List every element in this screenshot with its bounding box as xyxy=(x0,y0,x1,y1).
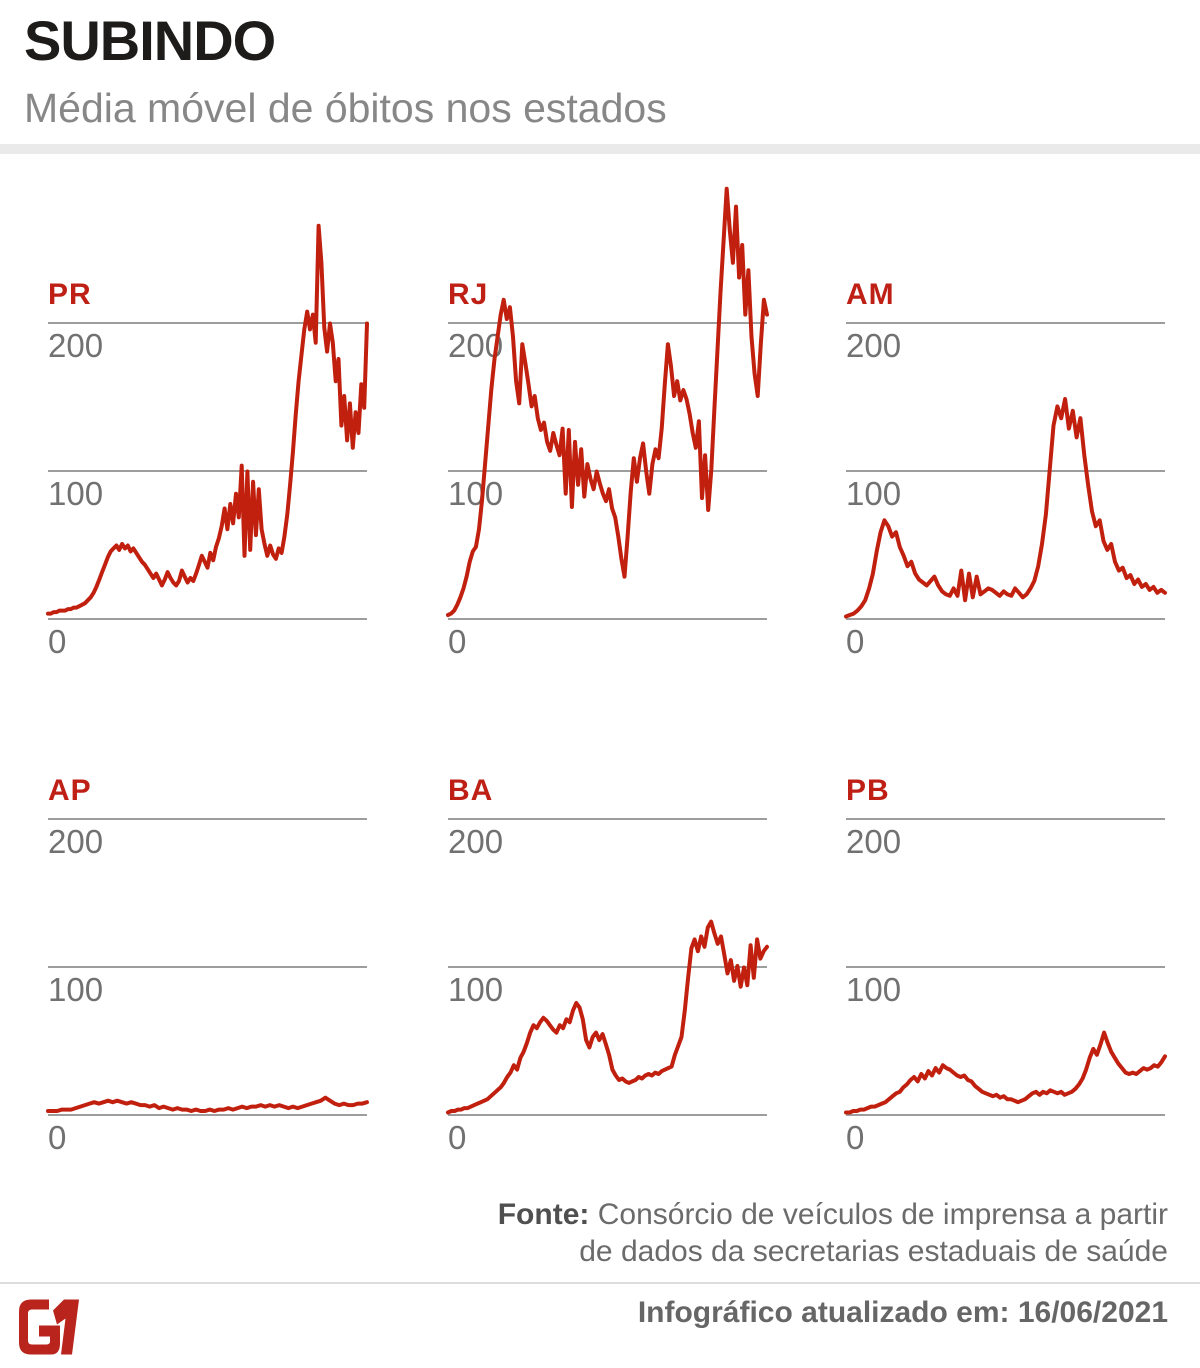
gridline-0 xyxy=(448,618,767,620)
chart-state-label: BA xyxy=(448,774,494,807)
tick-label-200: 200 xyxy=(448,823,504,860)
g1-logo-icon xyxy=(19,1299,79,1355)
series-line xyxy=(446,919,769,1115)
gridline-100 xyxy=(48,470,367,472)
line-plot-rj xyxy=(446,186,769,617)
gridline-200 xyxy=(448,818,767,820)
line-plot-pb xyxy=(844,1030,1167,1115)
tick-label-200: 200 xyxy=(846,327,902,364)
gridline-200 xyxy=(48,818,367,820)
gridline-0 xyxy=(48,1114,367,1116)
tick-label-0: 0 xyxy=(846,623,865,660)
bottom-divider xyxy=(0,1282,1200,1284)
chart-rj: RJ 200 100 0 xyxy=(446,150,769,670)
tick-label-100: 100 xyxy=(48,971,104,1008)
series-line xyxy=(844,1030,1167,1115)
source-line-1: Fonte: Consórcio de veículos de imprensa… xyxy=(498,1196,1168,1233)
line-plot-am xyxy=(844,397,1167,619)
gridline-100 xyxy=(448,470,767,472)
gridline-100 xyxy=(48,966,367,968)
chart-am: AM 200 100 0 xyxy=(844,150,1167,670)
tick-label-0: 0 xyxy=(448,623,467,660)
series-line xyxy=(46,223,369,616)
tick-label-0: 0 xyxy=(846,1119,865,1156)
chart-state-label: PR xyxy=(48,278,92,311)
gridline-100 xyxy=(846,470,1165,472)
tick-label-100: 100 xyxy=(448,475,504,512)
tick-label-200: 200 xyxy=(48,823,104,860)
chart-ba: BA 200 100 0 xyxy=(446,646,769,1166)
chart-state-label: PB xyxy=(846,774,890,807)
chart-pb: PB 200 100 0 xyxy=(844,646,1167,1166)
series-line xyxy=(46,1095,369,1113)
chart-state-label: RJ xyxy=(448,278,489,311)
gridline-0 xyxy=(846,618,1165,620)
tick-label-100: 100 xyxy=(48,475,104,512)
source-text: Consórcio de veículos de imprensa a part… xyxy=(597,1198,1168,1231)
series-line xyxy=(446,186,769,617)
page-title: SUBINDO xyxy=(24,9,276,72)
tick-label-100: 100 xyxy=(846,475,902,512)
line-plot-ba xyxy=(446,919,769,1115)
chart-ap: AP 200 100 0 xyxy=(46,646,369,1166)
tick-label-100: 100 xyxy=(846,971,902,1008)
source-note: Fonte: Consórcio de veículos de imprensa… xyxy=(498,1196,1168,1270)
tick-label-0: 0 xyxy=(48,623,67,660)
gridline-0 xyxy=(448,1114,767,1116)
tick-label-100: 100 xyxy=(448,971,504,1008)
source-label: Fonte: xyxy=(497,1198,590,1231)
gridline-200 xyxy=(846,818,1165,820)
updated-text: Infográfico atualizado em: 16/06/2021 xyxy=(637,1296,1168,1329)
gridline-100 xyxy=(448,966,767,968)
gridline-200 xyxy=(846,322,1165,324)
chart-state-label: AP xyxy=(48,774,92,807)
series-line xyxy=(844,397,1167,619)
source-line-2: de dados da secretarias estaduais de saú… xyxy=(579,1235,1168,1268)
chart-state-label: AM xyxy=(846,278,895,311)
gridline-200 xyxy=(48,322,367,324)
tick-label-200: 200 xyxy=(846,823,902,860)
tick-label-0: 0 xyxy=(448,1119,467,1156)
chart-pr: PR 200 100 0 xyxy=(46,150,369,670)
tick-label-200: 200 xyxy=(48,327,104,364)
gridline-200 xyxy=(448,322,767,324)
gridline-0 xyxy=(846,1114,1165,1116)
gridline-100 xyxy=(846,966,1165,968)
tick-label-0: 0 xyxy=(48,1119,67,1156)
page-subtitle: Média móvel de óbitos nos estados xyxy=(24,85,667,131)
gridline-0 xyxy=(48,618,367,620)
line-plot-pr xyxy=(46,223,369,616)
header-divider xyxy=(0,144,1200,154)
line-plot-ap xyxy=(46,1095,369,1113)
